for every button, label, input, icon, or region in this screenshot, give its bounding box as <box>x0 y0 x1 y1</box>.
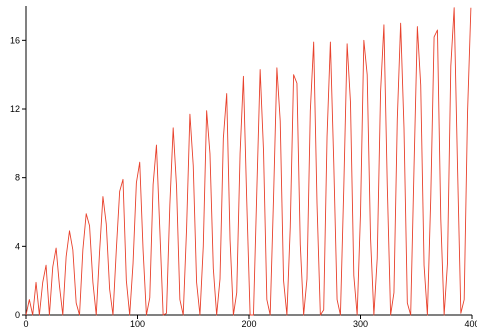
chart-ticks: 0 100 200 300 400 0 4 8 12 16 <box>10 35 477 329</box>
y-tick-label-12: 12 <box>10 104 20 114</box>
x-tick-label-400: 400 <box>464 319 477 329</box>
y-tick-label-0: 0 <box>15 310 20 320</box>
x-tick-label-100: 100 <box>130 319 145 329</box>
y-tick-label-8: 8 <box>15 173 20 183</box>
y-tick-label-4: 4 <box>15 241 20 251</box>
y-tick-label-16: 16 <box>10 35 20 45</box>
chart-series <box>25 7 472 316</box>
series-line-0 <box>25 7 472 316</box>
x-tick-label-200: 200 <box>241 319 256 329</box>
x-tick-label-300: 300 <box>353 319 368 329</box>
x-tick-label-0: 0 <box>23 319 28 329</box>
